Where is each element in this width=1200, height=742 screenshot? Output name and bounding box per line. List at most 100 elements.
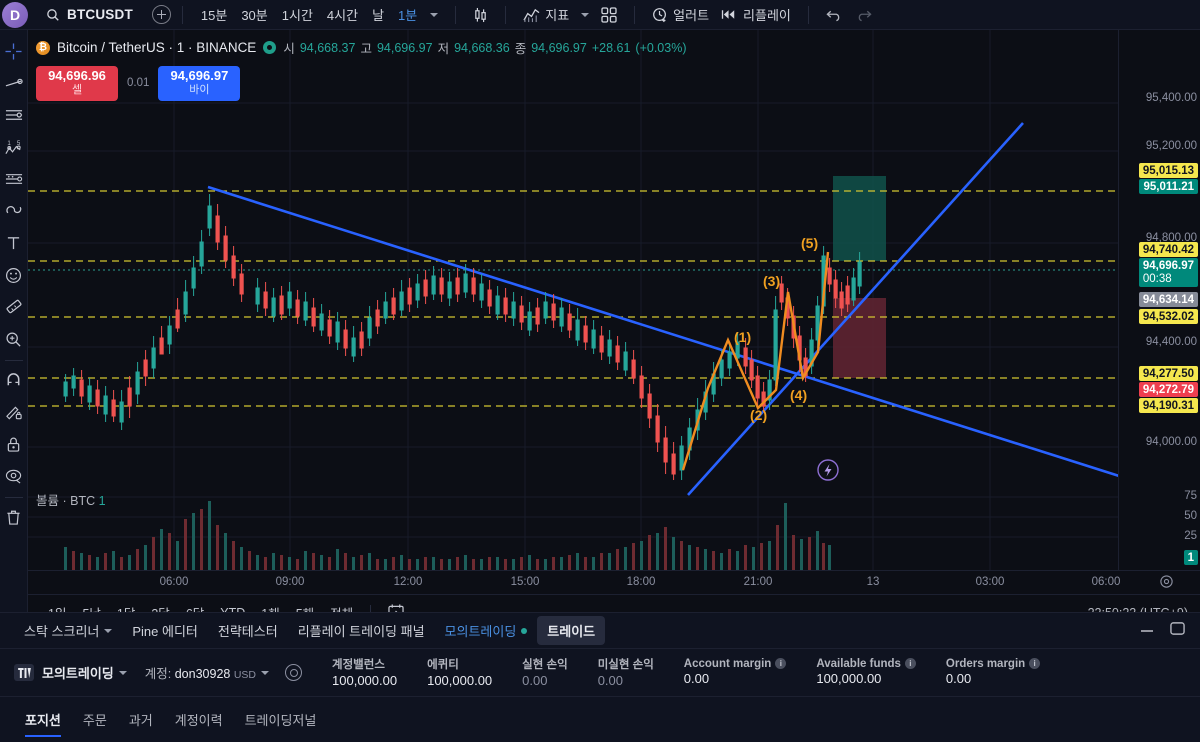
- text-icon[interactable]: [1, 228, 27, 258]
- price-chart-svg: (1) (2) (3) (4) (5): [28, 30, 1118, 570]
- chevron-down-icon: [581, 12, 590, 17]
- indicators-button[interactable]: 지표: [517, 1, 575, 28]
- layouts-button[interactable]: [595, 3, 623, 27]
- interval-1d[interactable]: 날: [372, 8, 385, 23]
- divider: [634, 5, 636, 24]
- trendline-icon[interactable]: [1, 68, 27, 98]
- account-summary-row: 모의트레이딩 계정: don30928 USD 계정밸런스 100,000.00…: [0, 649, 1200, 697]
- broker-name[interactable]: 모의트레이딩: [42, 666, 114, 681]
- buy-button[interactable]: 94,696.97 바이: [158, 66, 241, 101]
- time-tick: 12:00: [393, 576, 423, 588]
- timezone-settings-button[interactable]: [1159, 574, 1174, 594]
- price-tag-sl[interactable]: 94,272.79: [1138, 382, 1198, 397]
- account-id: don30928: [174, 667, 231, 681]
- nav-tab-history[interactable]: 과거: [128, 712, 153, 728]
- order-quantity[interactable]: 0.01: [127, 77, 150, 90]
- time-tick: 09:00: [275, 576, 305, 588]
- account-settings-icon[interactable]: [285, 664, 303, 681]
- price-tag-tp[interactable]: 95,011.21: [1139, 179, 1198, 194]
- elliott-wave-icon[interactable]: 1 5: [1, 132, 27, 162]
- emoji-icon[interactable]: [1, 260, 27, 290]
- visibility-toggle-icon[interactable]: [263, 41, 277, 54]
- alert-button[interactable]: 얼러트: [646, 1, 715, 28]
- tab-paper-trading[interactable]: 모의트레이딩: [435, 616, 538, 645]
- symbol-search[interactable]: BTCUSDT: [40, 2, 139, 28]
- price-tag-level[interactable]: 94,190.31: [1138, 398, 1198, 413]
- info-icon[interactable]: i: [904, 658, 916, 669]
- chevron-down-icon[interactable]: [118, 670, 127, 675]
- tab-stock-screener[interactable]: 스탁 스크리너: [14, 616, 122, 645]
- chevron-down-icon[interactable]: [261, 670, 270, 675]
- candlestick-series: [63, 194, 862, 480]
- stat-available-funds: Available funds i 100,000.00: [816, 658, 916, 688]
- bottom-panel: 스탁 스크리너 Pine 에디터 전략테스터 리플레이 트레이딩 패널 모의트레…: [0, 612, 1200, 742]
- tab-replay-trading-panel[interactable]: 리플레이 트레이딩 패널: [297, 624, 425, 639]
- drawing-mode-icon[interactable]: [1, 397, 27, 427]
- loss-zone: [833, 298, 886, 378]
- fib-retracement-icon[interactable]: [1, 164, 27, 194]
- tab-strategy-tester[interactable]: 전략테스터: [217, 624, 278, 639]
- interval-dropdown[interactable]: [424, 9, 444, 21]
- legend-symbol-row[interactable]: ₿ Bitcoin / TetherUS · 1 · BINANCE 시 94,6…: [36, 38, 687, 57]
- crosshair-icon[interactable]: [1, 36, 27, 66]
- chevron-down-icon: [104, 628, 113, 633]
- stat-equity-value: 100,000.00: [427, 672, 493, 688]
- maximize-panel-button[interactable]: [1169, 621, 1186, 641]
- tab-trade[interactable]: 트레이드: [537, 616, 606, 645]
- price-tag-level[interactable]: 95,015.13: [1138, 163, 1198, 178]
- add-symbol-button[interactable]: [151, 5, 171, 24]
- clock-settings-icon: [1160, 575, 1173, 588]
- interval-1h[interactable]: 1시간: [281, 8, 313, 23]
- volume-pane[interactable]: 볼륨 · BTC 1: [28, 485, 1118, 570]
- bottom-panel-nav: 포지션 주문 과거 계정이력 트레이딩저널: [0, 697, 1200, 741]
- replay-label: 리플레이: [743, 8, 791, 23]
- price-tag-level[interactable]: 94,277.50: [1138, 366, 1198, 381]
- lock-icon[interactable]: [1, 429, 27, 459]
- redo-button[interactable]: [849, 4, 878, 26]
- nav-tab-trading-journal[interactable]: 트레이딩저널: [244, 712, 317, 728]
- interval-1m[interactable]: 1분: [398, 8, 418, 23]
- chart-plot[interactable]: (1) (2) (3) (4) (5) ₿ Bitcoin / TetherUS…: [28, 30, 1118, 570]
- stat-account-margin-label: Account margin i: [684, 658, 787, 670]
- magnet-icon[interactable]: [1, 365, 27, 395]
- indicators-dropdown[interactable]: [575, 9, 595, 21]
- svg-text:(4): (4): [790, 387, 807, 403]
- current-price-value: 94,696.97: [1142, 259, 1194, 272]
- nav-tab-account-history[interactable]: 계정이력: [174, 712, 223, 728]
- info-icon[interactable]: i: [1029, 658, 1041, 669]
- price-tag-level[interactable]: 94,740.42: [1138, 242, 1198, 257]
- sell-button[interactable]: 94,696.96 셀: [36, 66, 118, 101]
- zoom-in-icon[interactable]: [1, 324, 27, 354]
- chart-type-button[interactable]: [467, 3, 494, 27]
- nav-tab-orders[interactable]: 주문: [82, 712, 107, 728]
- time-axis[interactable]: 06:00 09:00 12:00 15:00 18:00 21:00 13 0…: [28, 570, 1200, 594]
- interval-4h[interactable]: 4시간: [326, 8, 359, 23]
- stat-balance-label: 계정밸런스: [332, 658, 385, 671]
- stat-account-margin-text: Account margin: [683, 657, 772, 670]
- alert-label: 얼러트: [673, 8, 710, 23]
- price-axis[interactable]: 95,400.00 95,200.00 94,800.00 94,400.00 …: [1118, 30, 1200, 570]
- nav-tab-positions[interactable]: 포지션: [14, 704, 72, 737]
- hide-drawings-icon[interactable]: [1, 461, 27, 491]
- tab-pine-editor[interactable]: Pine 에디터: [132, 624, 198, 639]
- account-selector[interactable]: 계정: don30928 USD: [145, 663, 256, 682]
- stat-orders-margin-value: 0.00: [945, 670, 972, 686]
- panel-window-controls: [1139, 621, 1186, 641]
- ascending-trendline: [687, 122, 1024, 496]
- info-icon[interactable]: i: [775, 658, 787, 669]
- idea-marker-icon: [817, 459, 839, 481]
- measure-icon[interactable]: [1, 292, 27, 322]
- time-tick: 06:00: [1091, 576, 1121, 588]
- undo-button[interactable]: [820, 4, 849, 26]
- current-price-tag[interactable]: 94,696.97 00:38: [1138, 258, 1198, 288]
- trash-icon[interactable]: [1, 502, 27, 532]
- interval-30m[interactable]: 30분: [241, 8, 268, 23]
- price-tag-entry[interactable]: 94,634.14: [1138, 292, 1198, 307]
- interval-15m[interactable]: 15분: [200, 8, 228, 23]
- minimize-panel-button[interactable]: [1139, 622, 1155, 640]
- brush-icon[interactable]: [1, 196, 27, 226]
- price-tag-level[interactable]: 94,532.02: [1138, 309, 1198, 324]
- user-avatar[interactable]: D: [2, 1, 28, 28]
- replay-button[interactable]: 리플레이: [715, 1, 797, 28]
- horizontal-lines-icon[interactable]: [1, 100, 27, 130]
